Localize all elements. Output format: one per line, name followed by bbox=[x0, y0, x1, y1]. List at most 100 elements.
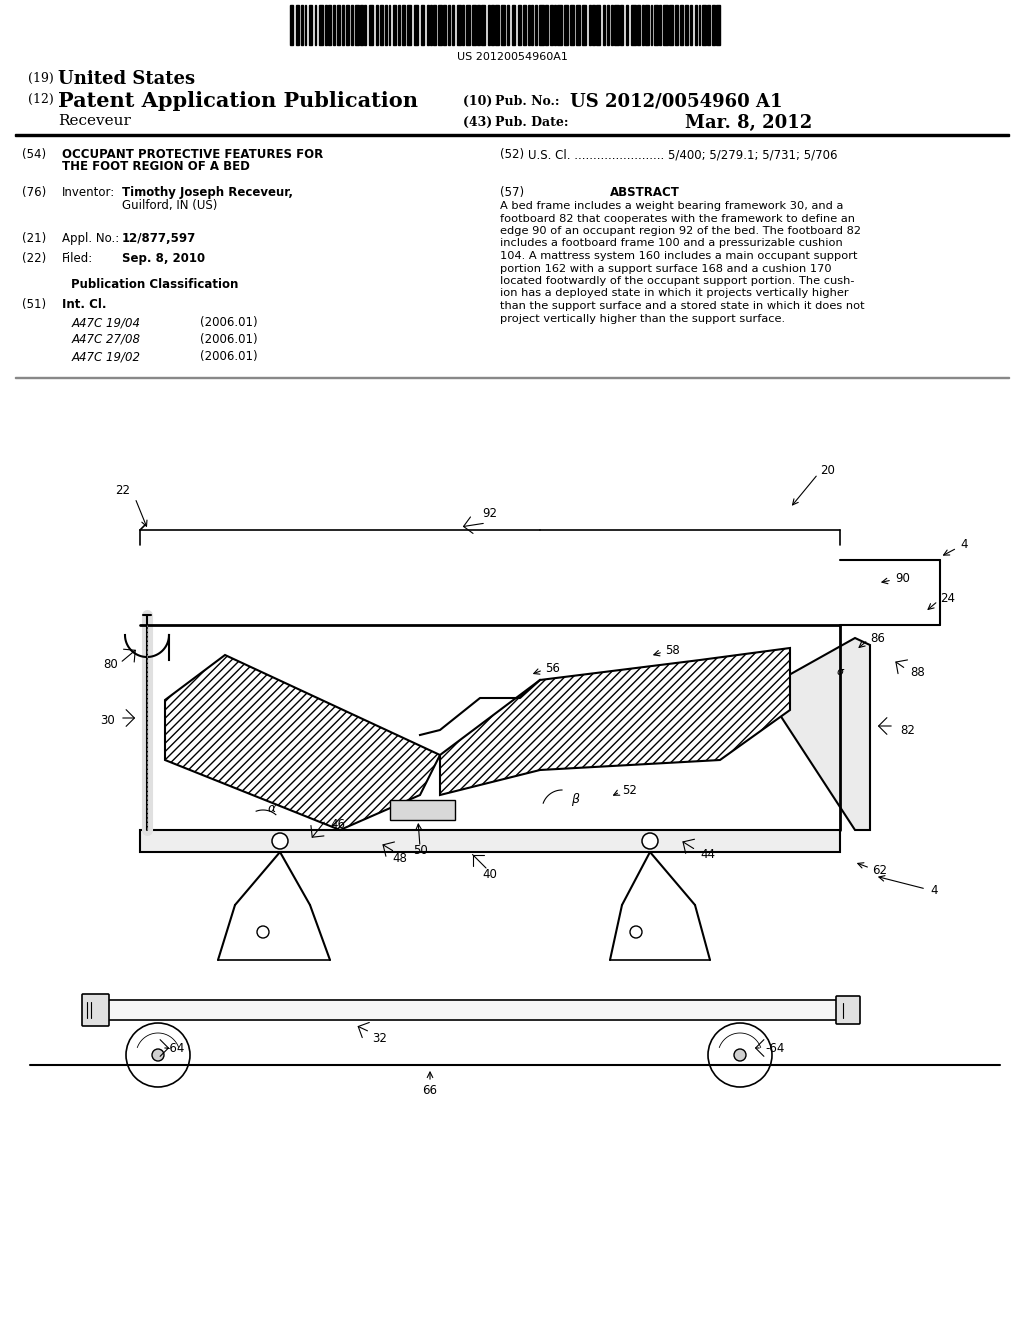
Circle shape bbox=[642, 833, 658, 849]
Bar bbox=[614, 5, 618, 45]
Text: β: β bbox=[571, 793, 579, 807]
Text: (52): (52) bbox=[500, 148, 524, 161]
Bar bbox=[712, 5, 715, 45]
Bar bbox=[554, 5, 556, 45]
Bar bbox=[389, 5, 390, 45]
Bar bbox=[575, 5, 580, 45]
Text: ABSTRACT: ABSTRACT bbox=[610, 186, 680, 199]
Bar bbox=[626, 5, 629, 45]
Circle shape bbox=[272, 833, 288, 849]
Bar bbox=[414, 5, 418, 45]
Polygon shape bbox=[440, 648, 790, 795]
Text: Publication Classification: Publication Classification bbox=[72, 279, 239, 290]
Text: 32: 32 bbox=[373, 1031, 387, 1044]
Text: Sep. 8, 2010: Sep. 8, 2010 bbox=[122, 252, 205, 265]
Text: 104. A mattress system 160 includes a main occupant support: 104. A mattress system 160 includes a ma… bbox=[500, 251, 857, 261]
Bar bbox=[427, 5, 429, 45]
Bar bbox=[453, 5, 454, 45]
Text: (21): (21) bbox=[22, 232, 46, 246]
Bar bbox=[698, 5, 700, 45]
Text: U.S. Cl. ........................ 5/400; 5/279.1; 5/731; 5/706: U.S. Cl. ........................ 5/400;… bbox=[528, 148, 838, 161]
Circle shape bbox=[708, 1023, 772, 1086]
Text: (10): (10) bbox=[463, 95, 497, 108]
Bar bbox=[466, 5, 470, 45]
Text: US 20120054960A1: US 20120054960A1 bbox=[457, 51, 567, 62]
Text: (2006.01): (2006.01) bbox=[200, 350, 258, 363]
Text: Pub. No.:: Pub. No.: bbox=[495, 95, 559, 108]
Text: 82: 82 bbox=[900, 723, 914, 737]
Bar bbox=[305, 5, 306, 45]
Text: 46: 46 bbox=[330, 818, 345, 832]
Bar bbox=[507, 5, 509, 45]
Bar bbox=[290, 5, 293, 45]
FancyBboxPatch shape bbox=[82, 994, 109, 1026]
Text: US 2012/0054960 A1: US 2012/0054960 A1 bbox=[570, 92, 782, 111]
Bar bbox=[564, 5, 567, 45]
Bar bbox=[346, 5, 348, 45]
Bar bbox=[642, 5, 644, 45]
Bar bbox=[333, 5, 336, 45]
Text: A47C 27/08: A47C 27/08 bbox=[72, 333, 141, 346]
Bar bbox=[645, 5, 648, 45]
Text: 30: 30 bbox=[100, 714, 115, 726]
Text: Int. Cl.: Int. Cl. bbox=[62, 298, 106, 312]
Polygon shape bbox=[780, 638, 870, 830]
Text: (51): (51) bbox=[22, 298, 46, 312]
Bar bbox=[105, 1001, 840, 1020]
Bar bbox=[369, 5, 374, 45]
Bar bbox=[296, 5, 299, 45]
Text: -64: -64 bbox=[765, 1041, 784, 1055]
Text: Timothy Joseph Receveur,: Timothy Joseph Receveur, bbox=[122, 186, 293, 199]
Bar bbox=[351, 5, 353, 45]
Bar bbox=[447, 5, 450, 45]
Bar bbox=[517, 5, 521, 45]
Bar bbox=[15, 135, 1009, 136]
Bar bbox=[676, 5, 678, 45]
Bar bbox=[670, 5, 673, 45]
Circle shape bbox=[152, 1049, 164, 1061]
Text: Inventor:: Inventor: bbox=[62, 186, 116, 199]
Circle shape bbox=[630, 927, 642, 939]
Text: A47C 19/04: A47C 19/04 bbox=[72, 315, 141, 329]
Bar bbox=[695, 5, 697, 45]
Bar bbox=[380, 5, 383, 45]
Bar bbox=[443, 5, 445, 45]
Text: (12): (12) bbox=[28, 92, 57, 106]
Text: 58: 58 bbox=[665, 644, 680, 656]
Bar bbox=[528, 5, 529, 45]
Text: A bed frame includes a weight bearing framework 30, and a: A bed frame includes a weight bearing fr… bbox=[500, 201, 844, 211]
Bar bbox=[462, 5, 464, 45]
FancyBboxPatch shape bbox=[836, 997, 860, 1024]
Bar bbox=[376, 5, 378, 45]
Text: 48: 48 bbox=[392, 851, 408, 865]
Bar bbox=[690, 5, 692, 45]
Bar bbox=[472, 5, 476, 45]
Bar bbox=[632, 5, 636, 45]
Text: ion has a deployed state in which it projects vertically higher: ion has a deployed state in which it pro… bbox=[500, 289, 849, 298]
Text: 4: 4 bbox=[961, 539, 968, 552]
Bar bbox=[319, 5, 324, 45]
Bar bbox=[592, 5, 595, 45]
Bar bbox=[481, 5, 485, 45]
Text: United States: United States bbox=[58, 70, 196, 88]
Bar bbox=[523, 5, 526, 45]
Text: 66: 66 bbox=[423, 1084, 437, 1097]
Text: than the support surface and a stored state in which it does not: than the support surface and a stored st… bbox=[500, 301, 864, 312]
Text: edge 90 of an occupant region 92 of the bed. The footboard 82: edge 90 of an occupant region 92 of the … bbox=[500, 226, 861, 236]
Text: 92: 92 bbox=[482, 507, 498, 520]
Text: THE FOOT REGION OF A BED: THE FOOT REGION OF A BED bbox=[62, 161, 250, 173]
Text: (43): (43) bbox=[463, 116, 497, 129]
Text: 12/877,597: 12/877,597 bbox=[122, 232, 197, 246]
Circle shape bbox=[257, 927, 269, 939]
Bar bbox=[433, 5, 436, 45]
Bar bbox=[337, 5, 340, 45]
Bar bbox=[502, 5, 506, 45]
Text: 86: 86 bbox=[870, 631, 885, 644]
Text: 88: 88 bbox=[910, 665, 925, 678]
Bar bbox=[421, 5, 424, 45]
Text: 62: 62 bbox=[872, 863, 887, 876]
Bar bbox=[637, 5, 640, 45]
Text: (19): (19) bbox=[28, 73, 57, 84]
Text: includes a footboard frame 100 and a pressurizable cushion: includes a footboard frame 100 and a pre… bbox=[500, 239, 843, 248]
Bar bbox=[301, 5, 303, 45]
